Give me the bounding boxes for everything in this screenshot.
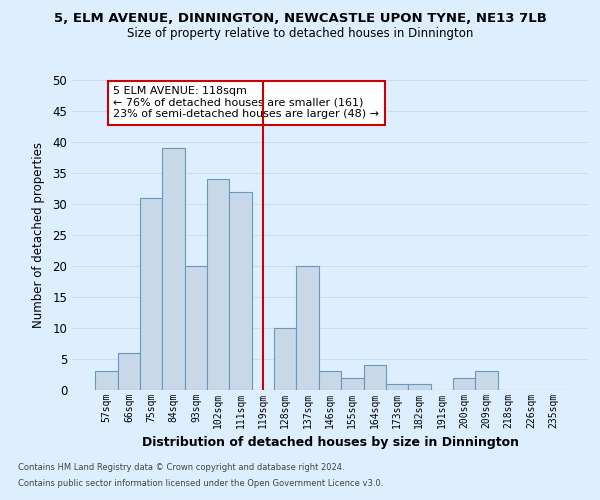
Y-axis label: Number of detached properties: Number of detached properties <box>32 142 46 328</box>
Bar <box>296 266 319 390</box>
Bar <box>475 372 497 390</box>
Text: Contains public sector information licensed under the Open Government Licence v3: Contains public sector information licen… <box>18 478 383 488</box>
Text: 5 ELM AVENUE: 118sqm
← 76% of detached houses are smaller (161)
23% of semi-deta: 5 ELM AVENUE: 118sqm ← 76% of detached h… <box>113 86 379 120</box>
Bar <box>453 378 475 390</box>
Bar <box>229 192 252 390</box>
Text: Size of property relative to detached houses in Dinnington: Size of property relative to detached ho… <box>127 28 473 40</box>
Text: Contains HM Land Registry data © Crown copyright and database right 2024.: Contains HM Land Registry data © Crown c… <box>18 464 344 472</box>
Bar <box>207 179 229 390</box>
Bar <box>118 353 140 390</box>
Bar <box>319 372 341 390</box>
Bar <box>274 328 296 390</box>
Text: 5, ELM AVENUE, DINNINGTON, NEWCASTLE UPON TYNE, NE13 7LB: 5, ELM AVENUE, DINNINGTON, NEWCASTLE UPO… <box>53 12 547 26</box>
Bar <box>95 372 118 390</box>
Bar <box>364 365 386 390</box>
Bar <box>408 384 431 390</box>
Bar <box>185 266 207 390</box>
Bar <box>341 378 364 390</box>
Bar <box>140 198 163 390</box>
Bar <box>163 148 185 390</box>
X-axis label: Distribution of detached houses by size in Dinnington: Distribution of detached houses by size … <box>142 436 518 450</box>
Bar <box>386 384 408 390</box>
